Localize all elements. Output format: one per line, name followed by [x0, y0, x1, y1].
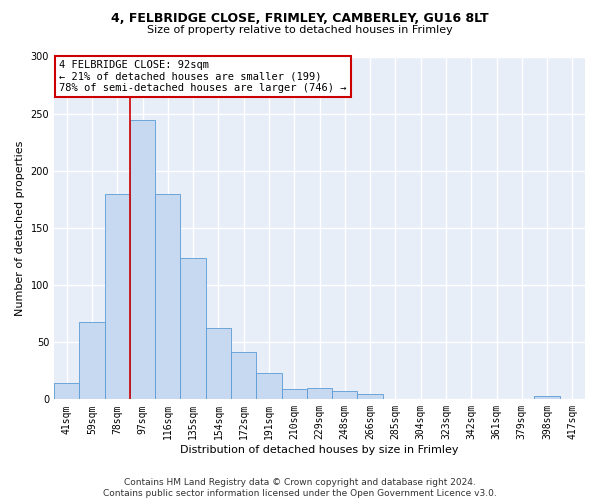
- Bar: [332, 392, 358, 400]
- Bar: [206, 328, 231, 400]
- Bar: [281, 389, 307, 400]
- Bar: [358, 394, 383, 400]
- Text: 4, FELBRIDGE CLOSE, FRIMLEY, CAMBERLEY, GU16 8LT: 4, FELBRIDGE CLOSE, FRIMLEY, CAMBERLEY, …: [111, 12, 489, 26]
- Bar: [155, 194, 181, 400]
- Bar: [79, 322, 104, 400]
- Bar: [256, 373, 281, 400]
- Bar: [307, 388, 332, 400]
- Bar: [535, 396, 560, 400]
- Text: Size of property relative to detached houses in Frimley: Size of property relative to detached ho…: [147, 25, 453, 35]
- Bar: [104, 194, 130, 400]
- Bar: [54, 384, 79, 400]
- Bar: [181, 258, 206, 400]
- Text: 4 FELBRIDGE CLOSE: 92sqm
← 21% of detached houses are smaller (199)
78% of semi-: 4 FELBRIDGE CLOSE: 92sqm ← 21% of detach…: [59, 60, 347, 93]
- Bar: [231, 352, 256, 400]
- X-axis label: Distribution of detached houses by size in Frimley: Distribution of detached houses by size …: [180, 445, 459, 455]
- Bar: [130, 120, 155, 400]
- Text: Contains HM Land Registry data © Crown copyright and database right 2024.
Contai: Contains HM Land Registry data © Crown c…: [103, 478, 497, 498]
- Y-axis label: Number of detached properties: Number of detached properties: [15, 140, 25, 316]
